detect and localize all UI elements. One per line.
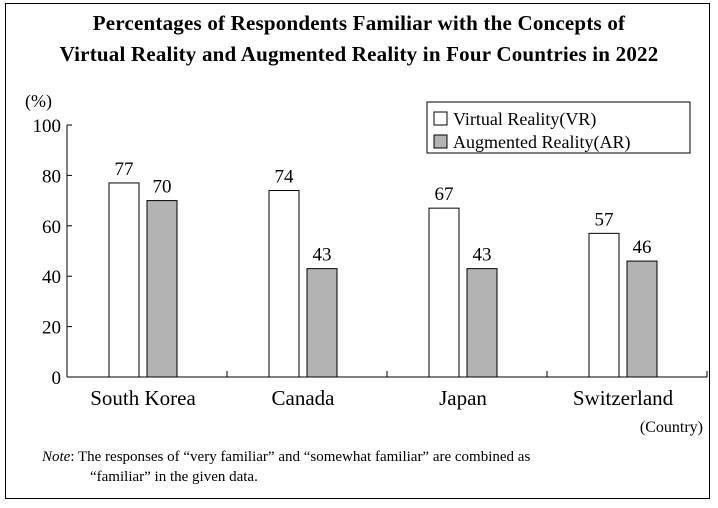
x-tick-label: South Korea — [90, 386, 196, 410]
bar-ar — [146, 200, 178, 378]
data-label: 57 — [595, 209, 614, 230]
data-label: 74 — [275, 167, 295, 188]
bar-ar — [466, 268, 498, 378]
data-label: 46 — [633, 237, 652, 258]
legend-box — [426, 101, 691, 154]
bar-ar — [306, 268, 338, 378]
y-tick-label: 100 — [33, 116, 62, 137]
bar-vr — [588, 232, 620, 378]
legend-label: Virtual Reality(VR) — [453, 109, 596, 130]
data-label: 77 — [115, 159, 134, 180]
x-tick-label: Switzerland — [573, 386, 674, 410]
bar-vr — [108, 182, 140, 378]
x-axis-label: (Country) — [640, 419, 703, 436]
bar-vr — [428, 207, 460, 378]
y-tick-label: 20 — [42, 318, 61, 339]
legend-swatch — [433, 134, 448, 149]
legend-swatch — [433, 111, 448, 126]
chart-note: Note: The responses of “very familiar” a… — [42, 447, 530, 487]
bar-vr — [268, 190, 300, 378]
y-tick-label: 40 — [42, 267, 61, 288]
bar-ar — [626, 260, 658, 378]
data-label: 67 — [435, 184, 454, 205]
y-tick-label: 0 — [52, 368, 62, 389]
note-label: Note — [42, 449, 71, 465]
y-tick-label: 60 — [42, 217, 61, 238]
chart-title-line-1: Percentages of Respondents Familiar with… — [92, 11, 626, 35]
x-tick-label: Canada — [272, 386, 336, 410]
data-label: 43 — [313, 245, 332, 266]
y-axis-label: (%) — [25, 91, 52, 112]
y-tick-label: 80 — [42, 166, 61, 187]
chart-title-line-2: Virtual Reality and Augmented Reality in… — [59, 42, 659, 66]
note-text-line-1: : The responses of “very familiar” and “… — [70, 449, 531, 465]
data-label: 43 — [473, 245, 492, 266]
chart-frame — [5, 3, 710, 499]
data-label: 70 — [153, 177, 172, 198]
legend-label: Augmented Reality(AR) — [453, 132, 630, 153]
note-text-line-2: “familiar” in the given data. — [90, 469, 258, 485]
x-tick-label: Japan — [439, 386, 487, 410]
